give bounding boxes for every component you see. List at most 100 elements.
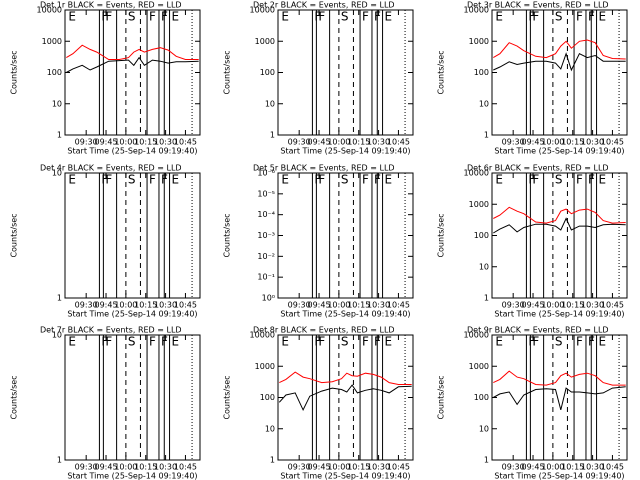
plot-frame <box>491 172 628 299</box>
y-tick-label: 1 <box>57 131 62 140</box>
event-label: E <box>495 10 503 24</box>
event-label: E <box>599 10 607 24</box>
x-tick-label: 09:45 <box>94 463 117 472</box>
y-tick-label: 100 <box>47 68 62 77</box>
x-axis-label: Start Time (25-Sep-14 09:19:40) <box>67 147 197 156</box>
series-line <box>493 206 626 224</box>
event-label: E <box>495 335 503 349</box>
event-label: S <box>341 10 349 24</box>
event-label: S <box>341 335 349 349</box>
y-tick-label: 10 <box>479 99 489 108</box>
event-label: E <box>172 173 180 187</box>
x-tick-label: 10:00 <box>541 463 564 472</box>
panel-title: Det 8r BLACK = Events, RED = LLD <box>253 326 395 335</box>
y-tick-label: 10 <box>479 424 489 433</box>
event-label: S <box>555 173 563 187</box>
y-tick-label: 1000 <box>42 37 62 46</box>
x-tick-label: 09:45 <box>307 301 330 310</box>
plot-frame <box>277 9 414 136</box>
x-tick-label: 10:00 <box>327 138 350 147</box>
event-label: F <box>149 335 156 349</box>
plot-frame <box>64 334 201 461</box>
x-tick-label: 10:15 <box>347 138 370 147</box>
x-tick-label: 09:30 <box>288 463 311 472</box>
event-label: F <box>105 173 112 187</box>
event-label: F <box>149 173 156 187</box>
x-tick-label: 09:45 <box>307 138 330 147</box>
x-tick-label: 09:30 <box>75 301 98 310</box>
x-axis-label: Start Time (25-Sep-14 09:19:40) <box>494 147 624 156</box>
series-line <box>493 370 626 386</box>
event-label: E <box>281 335 289 349</box>
y-tick-label: 10000 <box>464 331 489 340</box>
event-label: F <box>532 335 539 349</box>
event-label: F <box>362 10 369 24</box>
y-tick-label: 10000 <box>37 6 62 15</box>
y-tick-label: 1 <box>57 456 62 465</box>
x-tick-label: 10:00 <box>327 463 350 472</box>
y-axis-label: Counts/sec <box>437 50 446 94</box>
x-tick-label: 09:30 <box>75 463 98 472</box>
y-tick-label: 100 <box>474 393 489 402</box>
y-tick-label: 10⁻¹ <box>257 273 275 282</box>
x-tick-label: 10:45 <box>601 463 624 472</box>
event-label: E <box>172 10 180 24</box>
panel-title: Det 2r BLACK = Events, RED = LLD <box>253 1 395 10</box>
y-axis-label: Counts/sec <box>223 50 232 94</box>
x-tick-label: 10:30 <box>367 301 390 310</box>
series-line <box>66 56 199 73</box>
x-tick-label: 10:30 <box>367 138 390 147</box>
x-axis-label: Start Time (25-Sep-14 09:19:40) <box>494 472 624 480</box>
x-axis-label: Start Time (25-Sep-14 09:19:40) <box>67 310 197 319</box>
panel-title: Det 6r BLACK = Events, RED = LLD <box>467 164 609 173</box>
y-tick-label: 100 <box>260 68 275 77</box>
x-tick-label: 10:15 <box>561 463 584 472</box>
series-line <box>493 39 626 60</box>
y-axis-label: Counts/sec <box>437 213 446 257</box>
x-tick-label: 10:00 <box>541 138 564 147</box>
x-tick-label: 10:15 <box>134 301 157 310</box>
x-tick-label: 10:45 <box>174 301 197 310</box>
x-tick-label: 10:15 <box>134 463 157 472</box>
panel: Det 9r BLACK = Events, RED = LLD Counts/s… <box>437 326 628 480</box>
y-tick-label: 1000 <box>255 37 275 46</box>
y-axis-label: Counts/sec <box>437 375 446 419</box>
x-tick-label: 10:00 <box>114 301 137 310</box>
y-tick-label: 100 <box>474 231 489 240</box>
series-line <box>493 217 626 234</box>
x-axis-label: Start Time (25-Sep-14 09:19:40) <box>280 472 410 480</box>
y-tick-label: 10⁻⁵ <box>257 189 275 198</box>
panel: Det 6r BLACK = Events, RED = LLD Counts/s… <box>437 164 628 319</box>
x-tick-label: 10:45 <box>387 463 410 472</box>
y-tick-label: 1 <box>270 456 275 465</box>
series-line <box>279 371 412 385</box>
x-tick-label: 10:15 <box>561 301 584 310</box>
y-tick-label: 1 <box>484 456 489 465</box>
x-tick-label: 10:30 <box>581 301 604 310</box>
event-label: S <box>128 173 136 187</box>
x-tick-label: 10:45 <box>387 301 410 310</box>
x-tick-label: 09:45 <box>521 138 544 147</box>
panel-title: Det 7r BLACK = Events, RED = LLD <box>40 326 182 335</box>
y-tick-label: 10 <box>479 262 489 271</box>
x-tick-label: 09:45 <box>307 463 330 472</box>
y-tick-label: 10⁻³ <box>257 231 275 240</box>
event-label: E <box>385 335 393 349</box>
plot-frame <box>64 9 201 136</box>
x-tick-label: 09:30 <box>75 138 98 147</box>
series-line <box>278 384 412 412</box>
event-label: E <box>68 335 76 349</box>
x-tick-label: 10:45 <box>174 463 197 472</box>
y-axis-label: Counts/sec <box>10 213 19 257</box>
event-label: S <box>555 335 563 349</box>
y-tick-label: 10 <box>52 331 62 340</box>
event-label: S <box>128 10 136 24</box>
x-tick-label: 10:30 <box>367 463 390 472</box>
series-line <box>66 44 199 60</box>
plot-frame <box>491 9 628 136</box>
event-label: F <box>314 335 321 349</box>
y-tick-label: 10000 <box>464 6 489 15</box>
event-label: F <box>532 10 539 24</box>
y-tick-label: 1000 <box>469 200 489 209</box>
